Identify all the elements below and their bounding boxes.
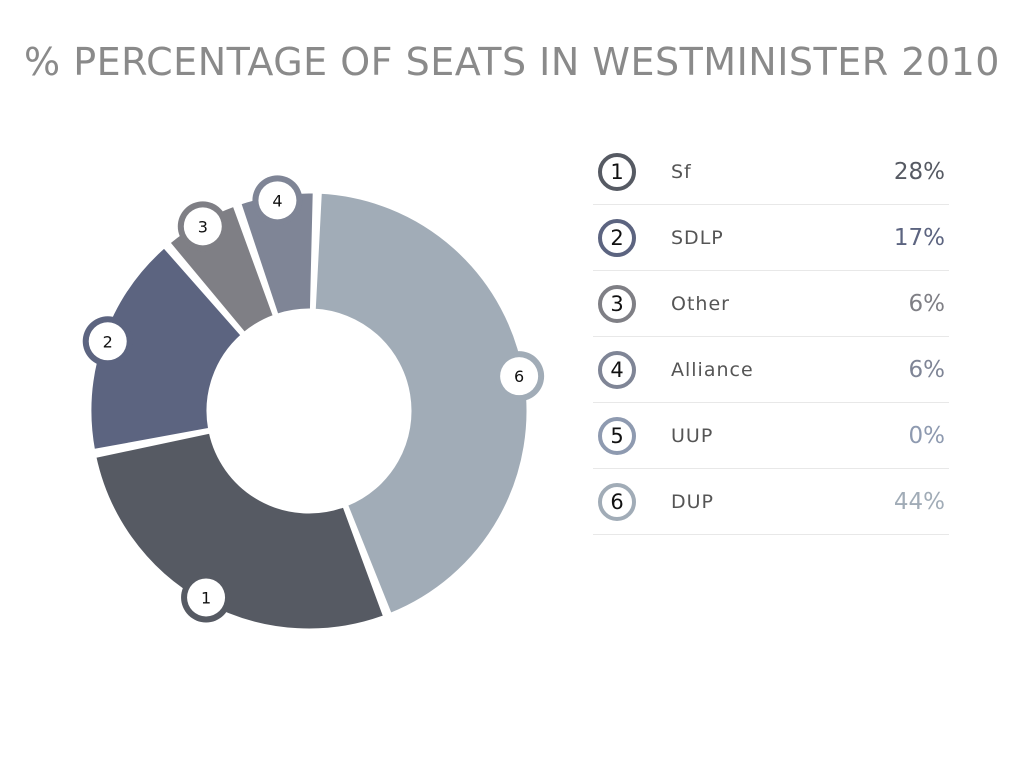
slice-badge-label-2: 2	[103, 332, 113, 351]
donut-chart: 1 2 3 4 6	[82, 175, 545, 632]
legend-value: 6%	[908, 357, 946, 383]
legend-label: SDLP	[671, 227, 724, 249]
slice-badge-label-3: 3	[198, 217, 208, 236]
legend-badge: 1	[598, 153, 636, 191]
legend-label: Sf	[671, 161, 692, 183]
legend-value: 0%	[908, 423, 946, 449]
legend-item: 6 DUP 44%	[593, 469, 949, 535]
slice-badge-2	[88, 322, 127, 361]
slice-badge-6	[500, 357, 539, 396]
legend: 1 Sf 28% 2 SDLP 17% 3 Other 6% 4 Alliance 6% 5 UUP 0% 6…	[593, 139, 949, 535]
legend-item: 5 UUP 0%	[593, 403, 949, 469]
legend-label: DUP	[671, 491, 714, 513]
legend-value: 28%	[893, 159, 945, 185]
legend-item: 1 Sf 28%	[593, 139, 949, 205]
legend-badge: 6	[598, 483, 636, 521]
chart-title: % PERCENTAGE OF SEATS IN WESTMINISTER 20…	[24, 40, 1000, 84]
legend-value: 6%	[908, 291, 946, 317]
legend-label: UUP	[671, 425, 714, 447]
legend-item: 4 Alliance 6%	[593, 337, 949, 403]
slice-badge-label-4: 4	[272, 191, 282, 210]
legend-badge: 5	[598, 417, 636, 455]
slice-badge-label-6: 6	[514, 367, 524, 386]
legend-badge: 2	[598, 219, 636, 257]
donut-slice-2	[88, 244, 245, 453]
donut-slice-1	[93, 430, 387, 632]
donut-slice-6	[312, 190, 530, 617]
slice-badge-label-1: 1	[201, 588, 211, 607]
legend-label: Alliance	[671, 359, 754, 381]
slice-badge-4	[258, 181, 297, 220]
legend-label: Other	[671, 293, 730, 315]
legend-item: 2 SDLP 17%	[593, 205, 949, 271]
legend-badge: 4	[598, 351, 636, 389]
legend-badge: 3	[598, 285, 636, 323]
slice-badge-3	[183, 207, 222, 246]
legend-item: 3 Other 6%	[593, 271, 949, 337]
legend-value: 44%	[893, 489, 945, 515]
slice-badge-1	[187, 578, 226, 617]
legend-value: 17%	[893, 225, 945, 251]
